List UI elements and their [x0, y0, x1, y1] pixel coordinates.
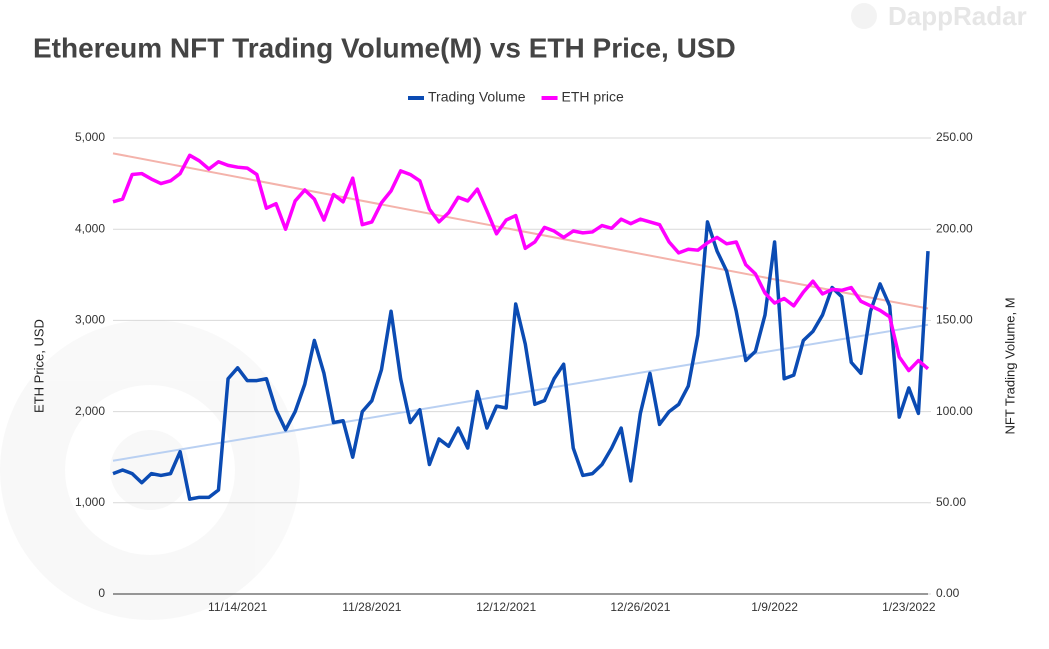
y2-tick-label: 150.00 [936, 313, 973, 327]
y2-tick-label: 200.00 [936, 221, 973, 235]
y2-tick-label: 250.00 [936, 130, 973, 144]
y2-tick-label: 50.00 [936, 495, 966, 509]
legend-label: ETH price [562, 89, 624, 105]
y-tick-label: 1,000 [75, 495, 105, 509]
y-tick-label: 2,000 [75, 404, 105, 418]
x-tick-label: 11/14/2021 [208, 600, 267, 614]
x-tick-label: 11/28/2021 [342, 600, 401, 614]
x-tick-label: 12/12/2021 [476, 600, 536, 614]
y-tick-label: 0 [98, 586, 105, 600]
y2-axis-label: NFT Trading Volume, M [1002, 297, 1017, 434]
y-tick-label: 5,000 [75, 130, 105, 144]
series-line [112, 220, 930, 501]
x-tick-label: 1/23/2022 [882, 600, 936, 614]
y2-tick-label: 0.00 [936, 586, 960, 600]
y-axis-label: ETH Price, USD [31, 319, 46, 413]
watermark: DappRadar [888, 1, 1027, 31]
trend-line [112, 323, 929, 462]
legend-label: Trading Volume [428, 89, 526, 105]
y-tick-label: 4,000 [75, 221, 105, 235]
x-tick-label: 1/9/2022 [751, 600, 798, 614]
y-tick-label: 3,000 [75, 313, 105, 327]
y2-tick-label: 100.00 [936, 404, 973, 418]
chart-title: Ethereum NFT Trading Volume(M) vs ETH Pr… [33, 32, 736, 63]
series-line [112, 153, 930, 373]
x-tick-label: 12/26/2021 [610, 600, 670, 614]
